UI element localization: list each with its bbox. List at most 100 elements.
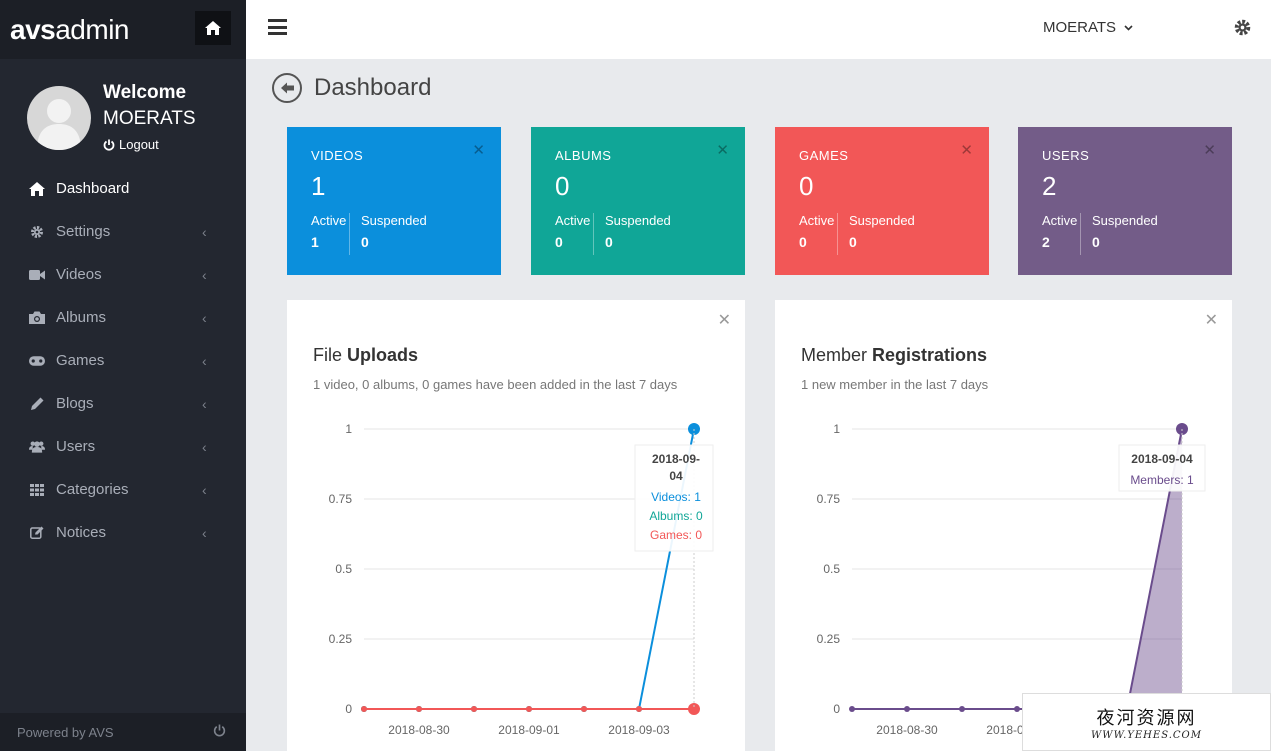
chevron-left-icon: ‹ [202, 223, 207, 240]
brand-logo[interactable]: avsadmin [10, 14, 129, 46]
stat-active-label: Active [555, 213, 591, 228]
brand-bar: avsadmin [0, 0, 246, 59]
sidebar-item-notices[interactable]: Notices ‹ [0, 511, 246, 554]
page-title-bar: Dashboard [272, 73, 431, 103]
close-icon[interactable]: ✕ [472, 142, 485, 159]
y-tick-label: 0.25 [817, 632, 841, 646]
data-point [581, 706, 587, 712]
data-point [361, 706, 367, 712]
sidebar-item-categories[interactable]: Categories ‹ [0, 468, 246, 511]
panel-title-light: File [313, 345, 348, 365]
data-point [904, 706, 910, 712]
data-point [959, 706, 965, 712]
close-icon[interactable]: ✕ [960, 142, 973, 159]
data-point [526, 706, 532, 712]
data-point [636, 706, 642, 712]
tooltip-games: Games: 0 [650, 528, 702, 542]
chart-tooltip: 2018-09- 04 Videos: 1 Albums: 0 Games: 0 [634, 444, 714, 552]
back-button[interactable] [272, 73, 302, 103]
sidebar-item-settings[interactable]: Settings ‹ [0, 210, 246, 253]
y-tick-label: 0.75 [817, 492, 841, 506]
data-point [416, 706, 422, 712]
stat-box-videos: VIDEOS ✕ 1 Active 1 Suspended 0 [287, 127, 501, 275]
close-icon[interactable]: ✕ [1203, 142, 1216, 159]
stat-box-games: GAMES ✕ 0 Active 0 Suspended 0 [775, 127, 989, 275]
logout-link[interactable]: Logout [103, 137, 159, 152]
settings-button[interactable] [1234, 19, 1251, 41]
close-icon[interactable]: ✕ [716, 142, 729, 159]
stat-suspended-label: Suspended [361, 213, 427, 228]
stat-active-value: 0 [555, 234, 563, 250]
file-uploads-panel: ✕ File Uploads 1 video, 0 albums, 0 game… [287, 300, 745, 751]
sidebar-item-albums[interactable]: Albums ‹ [0, 296, 246, 339]
stat-active-value: 1 [311, 234, 319, 250]
tooltip-albums: Albums: 0 [649, 509, 703, 523]
watermark: 夜河资源网 WWW.YEHES.COM [1022, 693, 1271, 751]
power-icon[interactable] [213, 724, 226, 737]
tooltip-videos: Videos: 1 [651, 490, 701, 504]
sidebar-item-label: Categories [56, 481, 129, 498]
stat-total: 1 [311, 171, 326, 201]
chevron-down-icon [1124, 24, 1133, 31]
tooltip-date: 2018-09-04 [1131, 452, 1193, 466]
user-menu-dropdown[interactable]: MOERATS [1043, 19, 1133, 36]
stat-suspended-value: 0 [361, 234, 369, 250]
sidebar-item-games[interactable]: Games ‹ [0, 339, 246, 382]
arrow-left-icon [280, 82, 294, 94]
tooltip-members: Members: 1 [1130, 473, 1194, 487]
y-tick-label: 0 [345, 702, 352, 716]
panel-title-bold: Uploads [347, 345, 419, 365]
stat-suspended-value: 0 [1092, 234, 1100, 250]
tooltip-box [1118, 444, 1206, 492]
panel-title-light: Member [801, 345, 873, 365]
user-menu-label: MOERATS [1043, 19, 1117, 36]
sidebar-item-label: Dashboard [56, 180, 130, 197]
page-title: Dashboard [314, 74, 432, 101]
chevron-left-icon: ‹ [202, 395, 207, 412]
home-icon [29, 181, 45, 196]
chart-tooltip: 2018-09-04 Members: 1 [1118, 444, 1206, 492]
x-tick-label: 2018-08-30 [876, 723, 938, 737]
sidebar-item-label: Blogs [56, 395, 94, 412]
logout-label: Logout [119, 137, 159, 152]
sidebar-item-label: Games [56, 352, 105, 369]
camera-icon [29, 311, 45, 324]
x-tick-label: 2018-09-03 [608, 723, 670, 737]
stat-title: USERS [1042, 148, 1090, 163]
sidebar-item-videos[interactable]: Videos ‹ [0, 253, 246, 296]
sidebar-item-label: Users [56, 438, 96, 455]
stat-suspended-label: Suspended [1092, 213, 1158, 228]
stat-suspended-value: 0 [849, 234, 857, 250]
file-uploads-chart: 1 0.75 0.5 0.25 0 2018-08-30 2018-09-01 2018-09… [329, 422, 714, 737]
watermark-text: 夜河资源网 [1096, 707, 1197, 729]
x-tick-label: 2018-08-30 [388, 723, 450, 737]
tooltip-box [634, 444, 714, 552]
close-icon[interactable]: ✕ [1204, 312, 1218, 329]
home-button[interactable] [195, 11, 231, 45]
edit-icon [30, 526, 44, 539]
chevron-left-icon: ‹ [202, 524, 207, 541]
data-point [1014, 706, 1020, 712]
top-header: MOERATS [246, 0, 1271, 59]
stat-total: 0 [555, 171, 570, 201]
home-icon [205, 21, 221, 35]
sidebar-item-dashboard[interactable]: Dashboard [0, 167, 246, 210]
sidebar-item-label: Videos [56, 266, 102, 283]
stat-active-label: Active [311, 213, 347, 228]
sidebar-item-blogs[interactable]: Blogs ‹ [0, 382, 246, 425]
gear-icon [31, 225, 43, 238]
menu-toggle-button[interactable] [268, 19, 287, 35]
panel-title: Member Registrations [801, 345, 987, 366]
tooltip-date: 2018-09- [652, 452, 700, 466]
sidebar-item-users[interactable]: Users ‹ [0, 425, 246, 468]
y-tick-label: 0.5 [335, 562, 352, 576]
sidebar: avsadmin Welcome MOERATS Logout Dashboar… [0, 0, 246, 751]
stat-box-albums: ALBUMS ✕ 0 Active 0 Suspended 0 [531, 127, 745, 275]
pencil-icon [30, 397, 43, 410]
sidebar-nav: Dashboard Settings ‹ Videos ‹ Albums ‹ G… [0, 167, 246, 554]
close-icon[interactable]: ✕ [717, 312, 731, 329]
sidebar-item-label: Settings [56, 223, 111, 240]
stat-active-label: Active [799, 213, 835, 228]
user-panel: Welcome MOERATS Logout [0, 59, 246, 167]
stat-suspended-label: Suspended [849, 213, 915, 228]
